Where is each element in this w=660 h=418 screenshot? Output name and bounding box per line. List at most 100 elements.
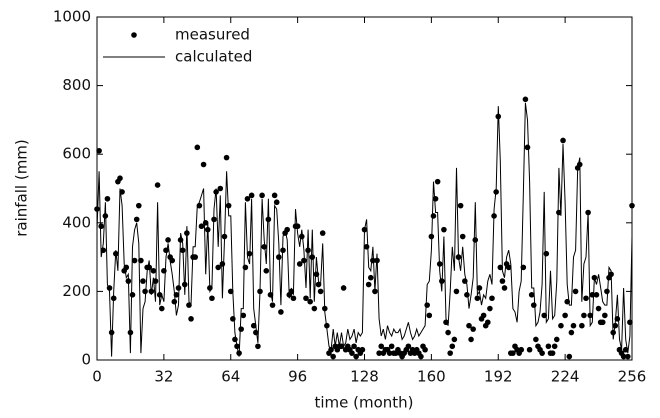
measured-point <box>154 182 161 188</box>
measured-point <box>301 257 307 264</box>
measured-point <box>351 343 357 350</box>
measured-point <box>566 353 573 360</box>
measured-point <box>579 322 585 329</box>
measured-point <box>530 302 537 308</box>
measured-point <box>353 353 359 360</box>
measured-point <box>232 336 238 343</box>
x-tick-label: 160 <box>417 368 446 386</box>
measured-point <box>470 326 476 332</box>
measured-point <box>305 247 311 254</box>
measured-point <box>485 319 491 326</box>
legend-label: calculated <box>175 48 252 66</box>
y-tick-label: 0 <box>81 351 91 369</box>
measured-point <box>570 322 577 329</box>
measured-point <box>449 343 456 350</box>
measured-point <box>487 305 493 312</box>
x-axis-label: time (month) <box>314 394 413 412</box>
measured-point <box>317 288 324 295</box>
measured-point <box>543 250 550 257</box>
measured-point <box>198 223 205 230</box>
measured-point <box>499 278 506 284</box>
measured-point <box>386 350 393 356</box>
measured-point <box>447 350 453 356</box>
measured-point <box>131 257 138 264</box>
measured-point <box>541 312 548 319</box>
y-tick-label: 1000 <box>53 8 91 26</box>
measured-point <box>539 350 545 356</box>
x-tick-label: 192 <box>484 368 513 386</box>
measured-point <box>209 295 215 302</box>
measured-point <box>501 285 508 291</box>
measured-point <box>215 264 222 271</box>
measured-point <box>296 261 303 267</box>
measured-point <box>599 319 606 326</box>
measured-point <box>349 350 355 356</box>
measured-point <box>445 329 451 336</box>
x-tick-label: 32 <box>154 368 173 386</box>
measured-point <box>129 292 136 298</box>
measured-point <box>142 288 148 295</box>
measured-point <box>497 264 504 271</box>
measured-point <box>140 278 146 284</box>
y-tick-label: 400 <box>62 213 91 231</box>
measured-point <box>595 305 602 312</box>
measured-point <box>238 326 244 332</box>
measured-point <box>572 288 579 295</box>
y-tick-label: 200 <box>62 282 91 300</box>
measured-point <box>269 302 276 308</box>
measured-point <box>526 346 533 353</box>
measured-point <box>480 312 487 319</box>
measured-point <box>472 237 479 243</box>
measured-point <box>476 285 483 291</box>
measured-point <box>219 261 226 267</box>
measured-point <box>330 353 336 360</box>
measured-point <box>94 206 100 212</box>
measured-point <box>430 213 437 219</box>
measured-point <box>562 312 568 319</box>
measured-point <box>549 350 556 356</box>
x-tick-label: 64 <box>221 368 240 386</box>
measured-point <box>468 336 474 343</box>
measured-point <box>466 322 472 329</box>
measured-point <box>217 185 224 192</box>
measured-point <box>223 154 230 161</box>
measured-point <box>255 343 261 350</box>
calculated-line <box>96 102 633 357</box>
measured-point <box>426 312 433 319</box>
x-tick-label: 0 <box>92 368 102 386</box>
measured-point <box>593 292 600 298</box>
measured-point <box>104 195 111 202</box>
measured-point <box>405 343 412 350</box>
measured-point <box>242 264 249 271</box>
measured-point <box>227 288 234 295</box>
measured-point <box>98 223 104 230</box>
measured-point <box>290 295 297 302</box>
measured-point <box>474 295 481 302</box>
measured-point <box>378 343 385 350</box>
measured-point <box>261 244 267 250</box>
measured-point <box>376 350 382 356</box>
x-tick-label: 96 <box>288 368 307 386</box>
measured-point <box>533 336 539 343</box>
measured-point <box>510 350 516 356</box>
measured-point <box>108 329 115 336</box>
measured-point <box>459 233 466 240</box>
measured-point <box>367 274 374 281</box>
measured-point <box>271 192 278 199</box>
measured-point <box>240 312 247 319</box>
measured-point <box>303 295 309 302</box>
measured-point <box>359 346 366 353</box>
measured-point <box>388 343 395 350</box>
measured-point <box>311 305 318 312</box>
measured-point <box>432 195 439 202</box>
measured-point <box>451 336 458 343</box>
measured-point <box>230 316 236 322</box>
measured-point <box>200 161 207 168</box>
measured-point <box>96 147 102 154</box>
legend-label: measured <box>175 26 250 44</box>
measured-point <box>489 295 495 302</box>
measured-point <box>422 346 428 353</box>
legend-marker <box>131 32 137 38</box>
measured-point <box>294 223 301 230</box>
measured-point <box>169 257 176 264</box>
